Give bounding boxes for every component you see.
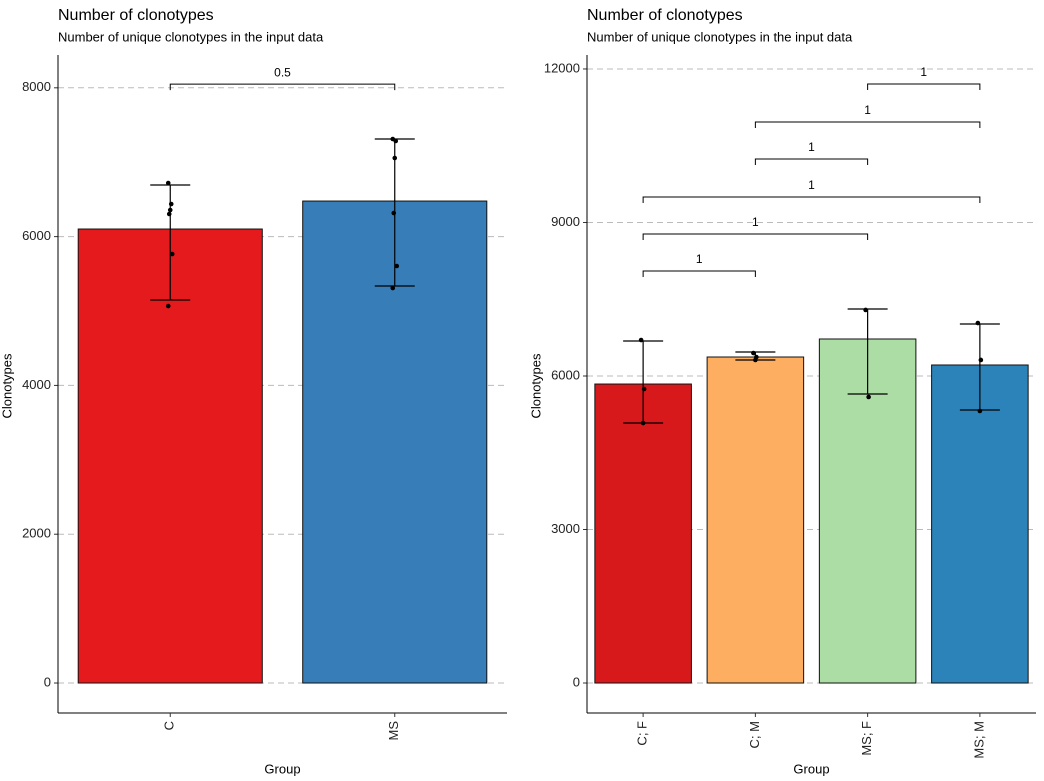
significance-bracket bbox=[754, 158, 869, 165]
significance-bracket bbox=[754, 121, 981, 128]
chart: Number of clonotypes Number of unique clo… bbox=[0, 7, 507, 776]
x-axis-label: Group bbox=[793, 761, 829, 776]
y-tick-label: 3000 bbox=[551, 521, 580, 536]
chart-subtitle: Number of unique clonotypes in the input… bbox=[587, 29, 853, 44]
chart: Number of clonotypes Number of unique clo… bbox=[528, 7, 1036, 776]
significance-bracket bbox=[867, 83, 981, 91]
significance-label: 0.5 bbox=[274, 65, 291, 79]
chart-title: Number of clonotypes bbox=[58, 7, 214, 24]
data-point bbox=[641, 386, 647, 392]
significance-label: 1 bbox=[696, 252, 703, 266]
significance-label: 1 bbox=[752, 215, 759, 229]
y-axis-label: Clonotypes bbox=[0, 353, 14, 419]
y-tick-label: 0 bbox=[44, 674, 51, 689]
x-axis-label: Group bbox=[264, 761, 300, 776]
y-tick-label: 8000 bbox=[22, 79, 51, 94]
y-axis-label: Clonotypes bbox=[528, 353, 543, 419]
bar bbox=[706, 356, 805, 684]
y-tick-label: 6000 bbox=[551, 367, 580, 382]
significance-label: 1 bbox=[808, 140, 815, 154]
significance-label: 1 bbox=[920, 65, 927, 79]
data-point bbox=[165, 303, 171, 309]
x-tick-label: MS bbox=[386, 721, 401, 741]
chart-subtitle: Number of unique clonotypes in the input… bbox=[58, 29, 324, 44]
y-tick-label: 0 bbox=[573, 674, 580, 689]
x-tick-label: MS; F bbox=[859, 721, 874, 756]
data-point bbox=[169, 251, 175, 257]
x-tick-label: C bbox=[162, 721, 177, 730]
y-tick-label: 6000 bbox=[22, 228, 51, 243]
x-tick-label: C; F bbox=[635, 721, 650, 746]
significance-bracket bbox=[642, 270, 756, 277]
x-tick-label: MS; M bbox=[971, 721, 986, 759]
data-point bbox=[866, 394, 871, 400]
data-point bbox=[394, 263, 400, 269]
bar bbox=[594, 383, 692, 684]
x-tick-label: C; M bbox=[747, 721, 762, 748]
data-point bbox=[390, 285, 396, 291]
data-point bbox=[165, 180, 171, 186]
y-tick-label: 2000 bbox=[22, 526, 51, 541]
data-point bbox=[166, 211, 172, 217]
data-point bbox=[391, 210, 397, 216]
significance-bracket bbox=[642, 196, 981, 203]
data-point bbox=[168, 201, 174, 207]
y-tick-label: 4000 bbox=[22, 377, 51, 392]
significance-label: 1 bbox=[864, 103, 871, 117]
y-tick-label: 12000 bbox=[544, 60, 580, 75]
data-point bbox=[978, 357, 984, 363]
significance-bracket bbox=[642, 233, 869, 240]
y-tick-label: 9000 bbox=[551, 214, 580, 229]
significance-label: 1 bbox=[808, 178, 815, 192]
chart-title: Number of clonotypes bbox=[587, 7, 743, 24]
significance-bracket bbox=[169, 83, 396, 91]
